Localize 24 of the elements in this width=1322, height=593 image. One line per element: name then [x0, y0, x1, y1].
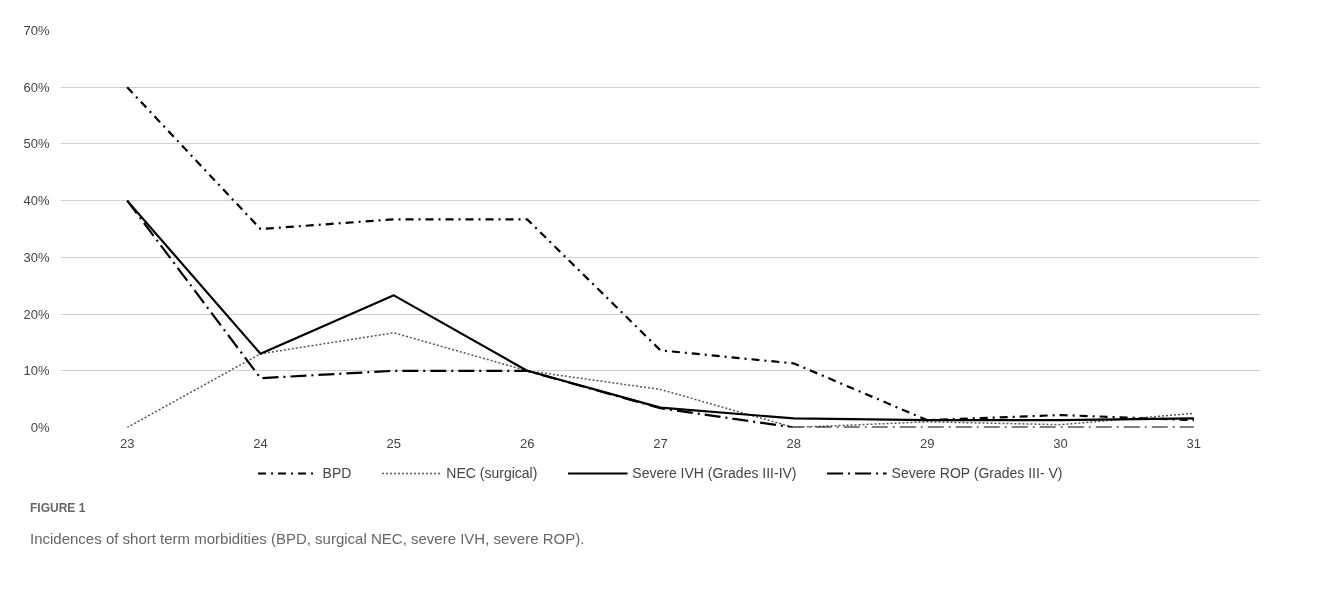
y-tick-label: 70%	[23, 23, 50, 38]
y-tick-label: 20%	[23, 306, 50, 322]
y-tick-label: 10%	[23, 363, 50, 379]
line-series	[126, 332, 1195, 428]
y-tick-label: 30%	[23, 249, 50, 265]
x-tick-label: 30	[1053, 435, 1068, 451]
x-tick-label: 27	[653, 435, 668, 451]
legend-label: NEC (surgical)	[446, 464, 538, 481]
y-tick-label: 40%	[23, 193, 50, 209]
y-tick-label: 50%	[23, 136, 50, 152]
x-tick-label: 23	[119, 435, 135, 451]
x-tick-label: 28	[786, 435, 802, 451]
legend-label: BPD	[322, 464, 352, 481]
text: Incidences of short term morbidities (BPD, surgical NEC, severe IVH, severe ROP).	[30, 529, 585, 549]
y-tick-label: 60%	[23, 79, 50, 95]
x-tick-label: 25	[386, 435, 402, 451]
x-tick-label: 29	[919, 435, 935, 451]
legend-label: Severe IVH (Grades III-IV)	[632, 464, 797, 481]
y-tick-label: 0%	[30, 420, 50, 435]
x-tick-label: 31	[1186, 435, 1202, 451]
caption: FIGURE 1	[30, 500, 86, 517]
x-tick-label: 24	[253, 435, 268, 451]
legend-label: Severe ROP (Grades III- V)	[891, 464, 1063, 481]
x-tick-label: 26	[519, 435, 535, 451]
